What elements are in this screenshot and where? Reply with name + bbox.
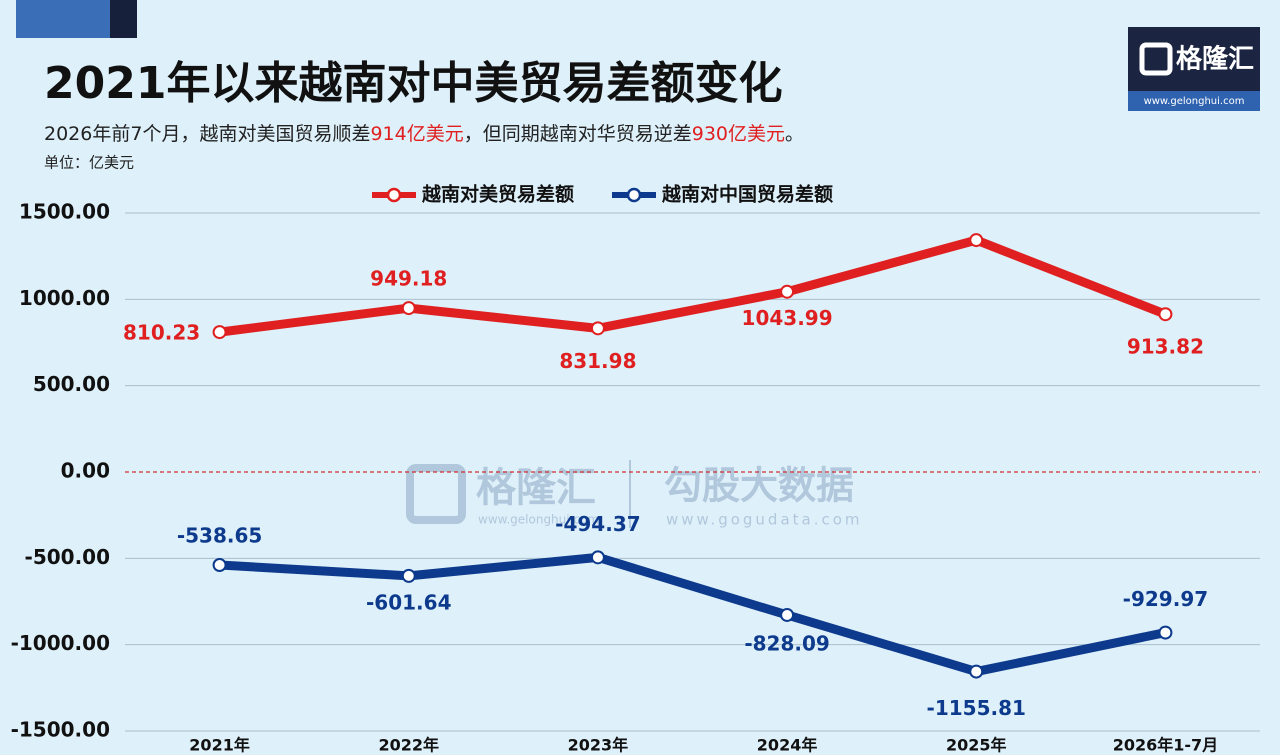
series-line: [219, 235, 1168, 337]
data-point: [780, 284, 795, 299]
x-tick-label: 2025年: [946, 736, 1007, 755]
x-tick-label: 2023年: [568, 736, 629, 755]
data-point: [969, 233, 984, 248]
y-tick-label: 500.00: [33, 372, 110, 396]
legend-marker: [626, 187, 642, 203]
unit-label: 单位：亿美元: [44, 154, 134, 172]
subtitle-part: 2026年前7个月，越南对美国贸易顺差: [44, 123, 370, 145]
data-label: -494.37: [555, 512, 640, 536]
subtitle-highlight: 930亿美元: [692, 123, 785, 145]
data-point: [590, 550, 605, 565]
data-point: [1158, 307, 1173, 322]
corner-bar: [110, 0, 137, 38]
data-point: [401, 568, 416, 583]
data-label: 913.82: [1127, 335, 1204, 359]
watermark-name: 勾股大数据: [664, 464, 854, 508]
watermark-brand-url: www.gelonghui.com: [478, 513, 599, 527]
data-point: [401, 301, 416, 316]
x-tick-label: 2026年1-7月: [1113, 736, 1218, 755]
watermark-url: www.gogudata.com: [666, 511, 863, 529]
y-tick-label: 0.00: [61, 459, 110, 483]
x-tick-label: 2024年: [757, 736, 818, 755]
x-tick-label: 2021年: [189, 736, 250, 755]
watermark: 格隆汇 www.gelonghui.com 勾股大数据 www.gogudata…: [406, 460, 863, 529]
legend-marker: [386, 187, 402, 203]
corner-bar: [16, 0, 110, 38]
watermark-icon: [406, 464, 466, 524]
logo-name: 格隆汇: [1176, 44, 1254, 75]
logo-strip: [1128, 91, 1260, 111]
y-tick-label: 1500.00: [19, 200, 110, 224]
data-point: [969, 664, 984, 679]
data-label: -1155.81: [927, 696, 1026, 720]
data-label: 1043.99: [742, 306, 833, 330]
logo-url: www.gelonghui.com: [1144, 96, 1245, 107]
chart-title: 2021年以来越南对中美贸易差额变化: [44, 58, 782, 109]
y-tick-label: -1000.00: [11, 631, 110, 655]
y-tick-label: -1500.00: [11, 718, 110, 742]
data-label: 810.23: [123, 321, 200, 345]
logo-icon: [1139, 42, 1173, 76]
legend-label: 越南对中国贸易差额: [661, 183, 833, 206]
data-label: -601.64: [366, 590, 451, 614]
y-tick-label: 1000.00: [19, 286, 110, 310]
data-point: [1158, 625, 1173, 640]
logo: 格隆汇 www.gelonghui.com: [1128, 27, 1260, 111]
subtitle-part: 。: [785, 123, 804, 145]
data-label: -828.09: [744, 631, 829, 655]
subtitle-highlight: 914亿美元: [370, 123, 463, 145]
x-tick-label: 2022年: [378, 736, 439, 755]
legend-label: 越南对美贸易差额: [421, 183, 574, 206]
data-label: 949.18: [370, 267, 447, 291]
subtitle-part: ，但同期越南对华贸易逆差: [464, 123, 692, 145]
watermark-brand: 格隆汇: [476, 465, 596, 511]
data-label: 831.98: [559, 349, 636, 373]
data-label: -538.65: [177, 524, 262, 548]
subtitle: 2026年前7个月，越南对美国贸易顺差914亿美元，但同期越南对华贸易逆差930…: [44, 123, 804, 145]
y-tick-label: -500.00: [25, 545, 110, 569]
data-label: -929.97: [1123, 587, 1208, 611]
data-point: [212, 558, 227, 573]
data-point: [590, 321, 605, 336]
series-line: [219, 552, 1167, 677]
data-point: [212, 325, 227, 340]
logo-box: [1128, 27, 1260, 91]
data-point: [780, 607, 795, 622]
